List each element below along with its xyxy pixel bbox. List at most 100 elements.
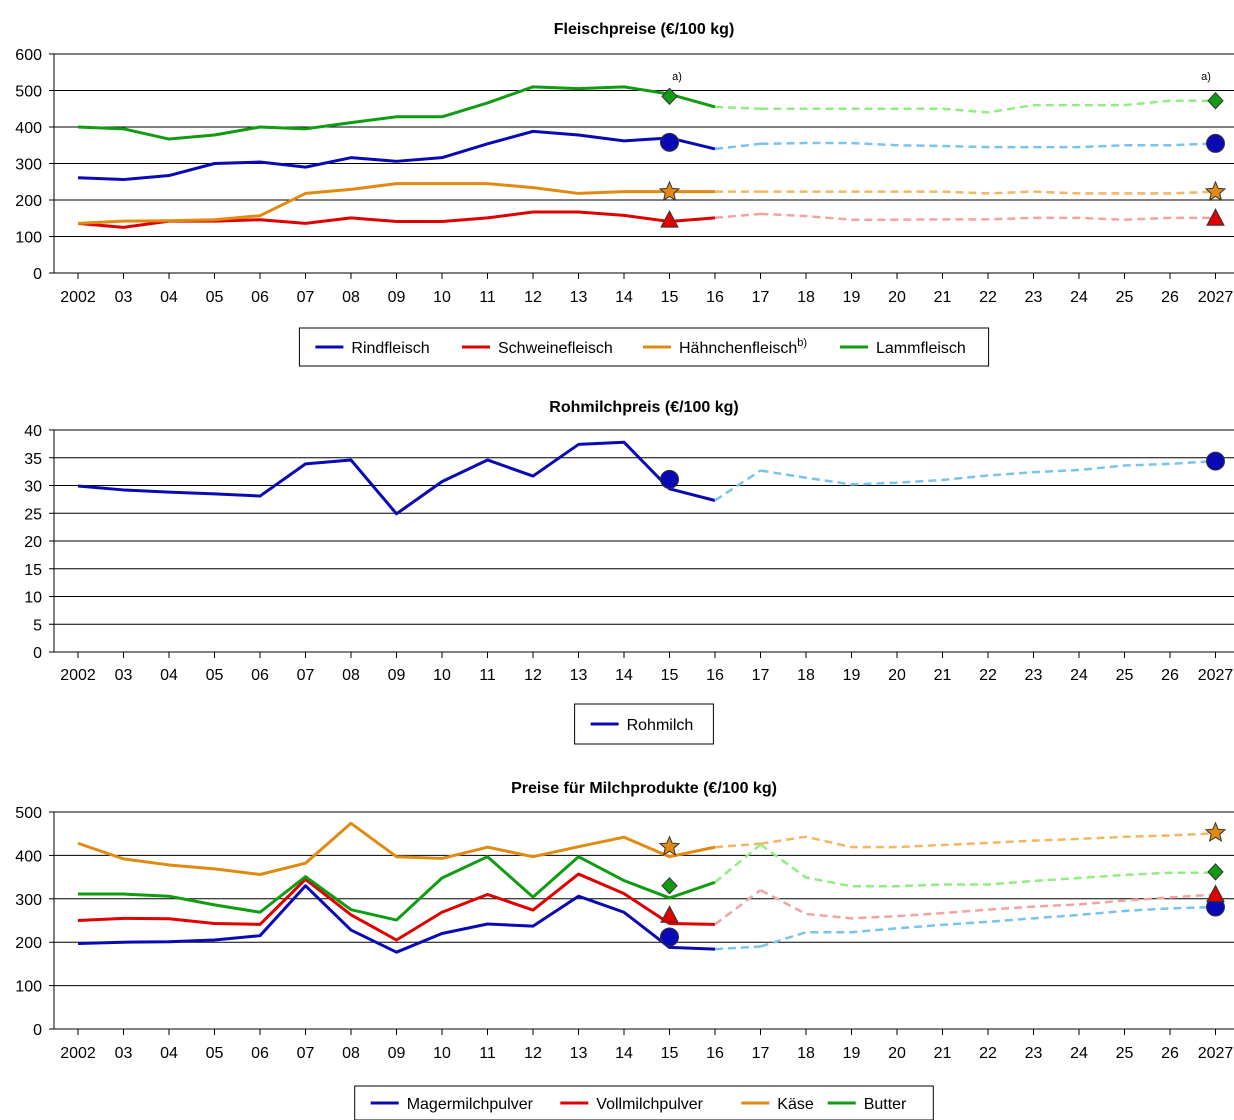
marker-2015 xyxy=(660,905,679,923)
x-tick-label: 25 xyxy=(1116,667,1134,684)
x-tick-label: 07 xyxy=(297,1045,315,1062)
marker-2015 xyxy=(661,87,678,106)
y-tick-label: 500 xyxy=(15,805,42,822)
x-tick-label: 22 xyxy=(979,667,997,684)
x-tick-label: 14 xyxy=(615,289,633,306)
x-tick-label: 17 xyxy=(752,667,770,684)
y-tick-label: 200 xyxy=(15,193,42,210)
legend: Rindfleisch Schweinefleisch Hähnchenfleisc… xyxy=(298,327,990,367)
series-line-projection xyxy=(714,945,761,951)
series-line-projection xyxy=(760,212,1216,221)
marker-2027 xyxy=(1206,133,1225,153)
x-tick-label: 23 xyxy=(1025,667,1043,684)
x-tick-label: 04 xyxy=(160,1045,178,1062)
series-line-projection xyxy=(760,459,1216,486)
x-tick-label: 25 xyxy=(1116,289,1134,306)
marker-2027 xyxy=(1204,821,1227,842)
x-tick-label: 12 xyxy=(524,1045,542,1062)
marker-2027 xyxy=(1206,208,1225,226)
x-tick-label: 18 xyxy=(797,667,815,684)
y-tick-label: 35 xyxy=(24,451,42,468)
y-tick-label: 10 xyxy=(24,590,42,607)
series-line-projection xyxy=(714,843,762,884)
x-tick-label: 06 xyxy=(251,1045,269,1062)
x-tick-label: 04 xyxy=(160,289,178,306)
x-tick-label: 11 xyxy=(479,1045,496,1062)
x-tick-label: 11 xyxy=(479,667,496,684)
marker-2027 xyxy=(1206,451,1225,471)
y-tick-label: 40 xyxy=(24,423,42,440)
x-tick-label: 2027 xyxy=(1198,289,1234,306)
legend-label: Schweinefleisch xyxy=(498,340,613,357)
marker-2015 xyxy=(658,835,681,856)
x-tick-label: 24 xyxy=(1070,667,1088,684)
x-tick-label: 07 xyxy=(297,667,315,684)
x-tick-label: 07 xyxy=(297,289,315,306)
x-tick-label: 16 xyxy=(706,289,724,306)
chart-title: Fleischpreise (€/100 kg) xyxy=(554,21,735,38)
chart-title: Rohmilchpreis (€/100 kg) xyxy=(549,399,738,416)
marker-2015 xyxy=(658,180,681,202)
marker-2027 xyxy=(1206,884,1225,902)
y-tick-label: 0 xyxy=(33,1022,42,1039)
marker-2027 xyxy=(1207,91,1224,110)
x-tick-label: 24 xyxy=(1070,289,1088,306)
x-tick-label: 17 xyxy=(752,289,770,306)
x-tick-label: 18 xyxy=(797,289,815,306)
chart-raw-milk-price: Rohmilchpreis (€/100 kg) 051015202530354… xyxy=(24,399,1234,745)
x-tick-label: 03 xyxy=(115,289,133,306)
legend-label: Hähnchenfleischb) xyxy=(679,337,807,357)
series-line-historical xyxy=(77,182,715,225)
x-tick-label: 05 xyxy=(206,1045,224,1062)
x-tick-label: 06 xyxy=(251,667,269,684)
series-line-projection xyxy=(760,905,1216,948)
x-tick-label: 18 xyxy=(797,1045,815,1062)
x-tick-label: 13 xyxy=(570,289,588,306)
legend-label: Käse xyxy=(777,1096,814,1113)
y-tick-label: 500 xyxy=(15,84,42,101)
x-tick-label: 19 xyxy=(843,1045,861,1062)
x-tick-label: 19 xyxy=(843,289,861,306)
x-tick-label: 20 xyxy=(888,289,906,306)
legend: Magermilchpulver Vollmilchpulver Käse Butte… xyxy=(354,1085,934,1120)
x-tick-label: 2002 xyxy=(60,667,96,684)
x-tick-label: 16 xyxy=(706,1045,724,1062)
x-tick-label: 11 xyxy=(479,289,496,306)
y-tick-label: 400 xyxy=(15,120,42,137)
series-line-projection xyxy=(760,141,1216,149)
y-tick-label: 20 xyxy=(24,534,42,551)
x-tick-label: 09 xyxy=(388,667,406,684)
series-line-projection xyxy=(759,843,1216,888)
x-tick-label: 05 xyxy=(206,667,224,684)
x-tick-label: 2002 xyxy=(60,1045,96,1062)
x-tick-label: 21 xyxy=(934,289,952,306)
marker-2027 xyxy=(1207,863,1224,881)
legend-label: Rohmilch xyxy=(627,717,694,734)
y-tick-label: 0 xyxy=(33,266,42,283)
series-line-projection xyxy=(714,105,761,110)
x-tick-label: 25 xyxy=(1116,1045,1134,1062)
legend-label: Butter xyxy=(864,1096,907,1113)
x-tick-label: 2027 xyxy=(1198,667,1234,684)
x-tick-label: 09 xyxy=(388,1045,406,1062)
legend-label: Lammfleisch xyxy=(876,340,966,357)
footnote-marker: a) xyxy=(1201,71,1211,83)
x-tick-label: 15 xyxy=(661,667,679,684)
series-line-historical xyxy=(77,85,716,141)
x-tick-label: 13 xyxy=(570,667,588,684)
x-tick-label: 12 xyxy=(524,289,542,306)
legend-label: Rindfleisch xyxy=(351,340,429,357)
series-line-projection xyxy=(714,889,762,926)
y-tick-label: 600 xyxy=(15,47,42,64)
x-tick-label: 05 xyxy=(206,289,224,306)
legend-label: Vollmilchpulver xyxy=(596,1096,703,1113)
x-tick-label: 04 xyxy=(160,667,178,684)
x-tick-label: 22 xyxy=(979,1045,997,1062)
marker-2015 xyxy=(661,877,678,895)
x-tick-label: 24 xyxy=(1070,1045,1088,1062)
x-tick-label: 12 xyxy=(524,667,542,684)
series-line-historical xyxy=(77,129,716,182)
x-tick-label: 19 xyxy=(843,667,861,684)
y-tick-label: 300 xyxy=(15,157,42,174)
